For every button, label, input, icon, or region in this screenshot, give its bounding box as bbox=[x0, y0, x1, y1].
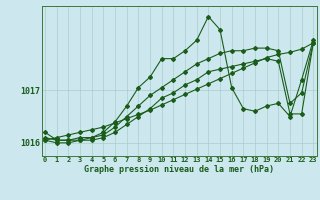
X-axis label: Graphe pression niveau de la mer (hPa): Graphe pression niveau de la mer (hPa) bbox=[84, 165, 274, 174]
